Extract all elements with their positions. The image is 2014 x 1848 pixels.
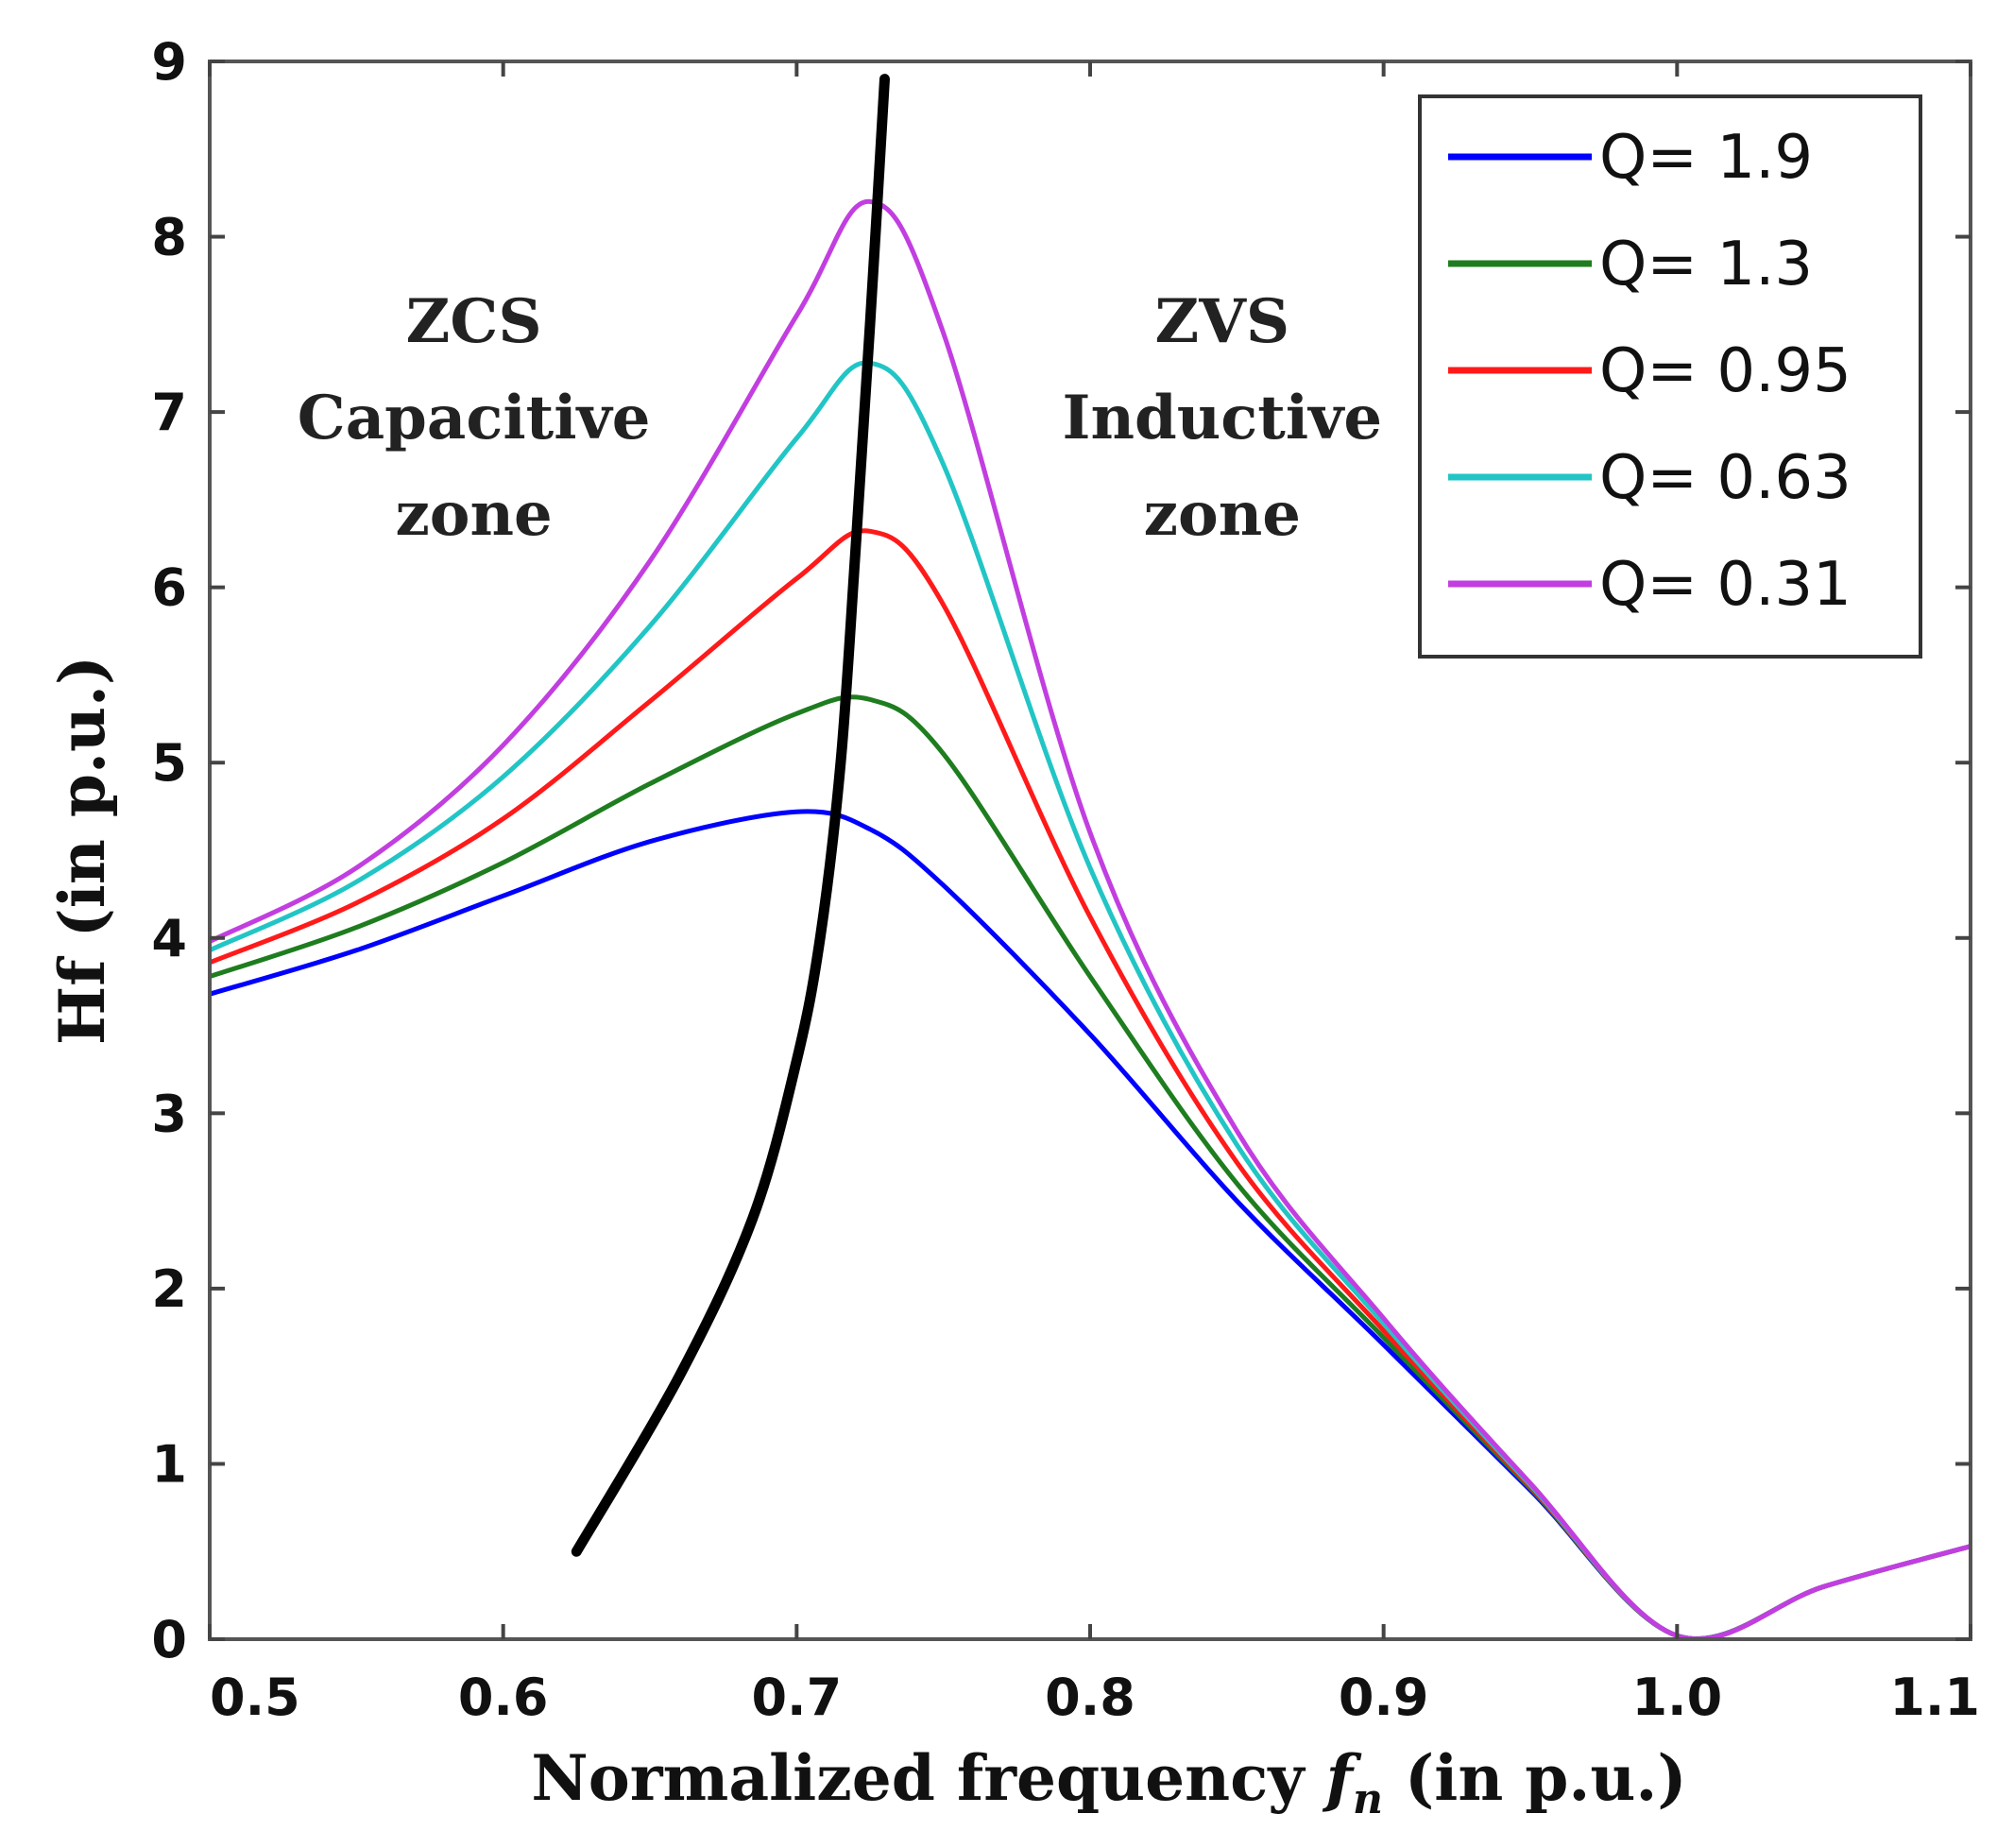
x-axis-label-tail: (in p.u.): [1383, 1741, 1687, 1815]
y-tick-label: 2: [151, 1259, 187, 1319]
y-tick-label: 0: [151, 1610, 187, 1669]
series-line-4: [210, 198, 1971, 1639]
zone-annotation-line: Inductive: [1063, 383, 1383, 453]
y-axis-label: Hf (in p.u.): [45, 656, 119, 1045]
zone-annotation-line: ZCS: [406, 286, 542, 357]
annotations: ZCS Capacitive zone ZVS Inductive zone: [298, 286, 1382, 550]
y-tick-label: 8: [151, 208, 187, 267]
y-tick-label: 1: [151, 1434, 187, 1494]
zone-annotation-line: zone: [1144, 479, 1301, 550]
y-tick-label: 9: [151, 32, 187, 92]
x-tick-label: 1.1: [1889, 1668, 1980, 1727]
boundary-line: [571, 74, 890, 1557]
y-tick-label: 6: [151, 558, 187, 618]
legend-label: Q= 0.95: [1599, 336, 1852, 406]
x-tick-label: 0.5: [210, 1668, 300, 1727]
x-tick-label: 0.7: [751, 1668, 842, 1727]
x-axis-label: Normalized frequency fn (in p.u.): [531, 1741, 1686, 1823]
zone-annotation-line: zone: [395, 479, 552, 550]
y-tick-label: 4: [151, 909, 187, 968]
series-lines: [210, 74, 1971, 1639]
zone-annotation-line: Capacitive: [298, 383, 651, 453]
zone-annotation-line: ZVS: [1155, 286, 1290, 357]
x-tick-label: 0.9: [1339, 1668, 1429, 1727]
legend-label: Q= 0.31: [1599, 550, 1852, 620]
legend-label: Q= 0.63: [1599, 443, 1852, 513]
y-tick-label: 5: [151, 733, 187, 793]
legend-box: [1418, 94, 1922, 659]
legend-label: Q= 1.9: [1599, 123, 1813, 193]
zone-annotation-0: ZCS Capacitive zone: [298, 286, 651, 550]
y-tick-label: 3: [151, 1084, 187, 1143]
x-tick-label: 0.8: [1045, 1668, 1135, 1727]
x-axis-label-sub: n: [1353, 1775, 1383, 1823]
zone-annotation-1: ZVS Inductive zone: [1063, 286, 1383, 550]
legend-label: Q= 1.3: [1599, 230, 1813, 299]
x-tick-label: 1.0: [1631, 1668, 1722, 1727]
axes: 0 1 2 3 4 5 6 7 8 9 0.5 0.6 0.7 0.8 0.9 1.0 1.1 Normalize…: [45, 32, 1980, 1823]
x-axis-label-main: Normalized frequency: [531, 1741, 1325, 1815]
y-tick-label: 7: [151, 383, 187, 442]
x-tick-label: 0.6: [458, 1668, 549, 1727]
legend: Q= 1.9 Q= 1.3 Q= 0.95 Q= 0.63 Q= 0.31: [1418, 94, 1922, 659]
